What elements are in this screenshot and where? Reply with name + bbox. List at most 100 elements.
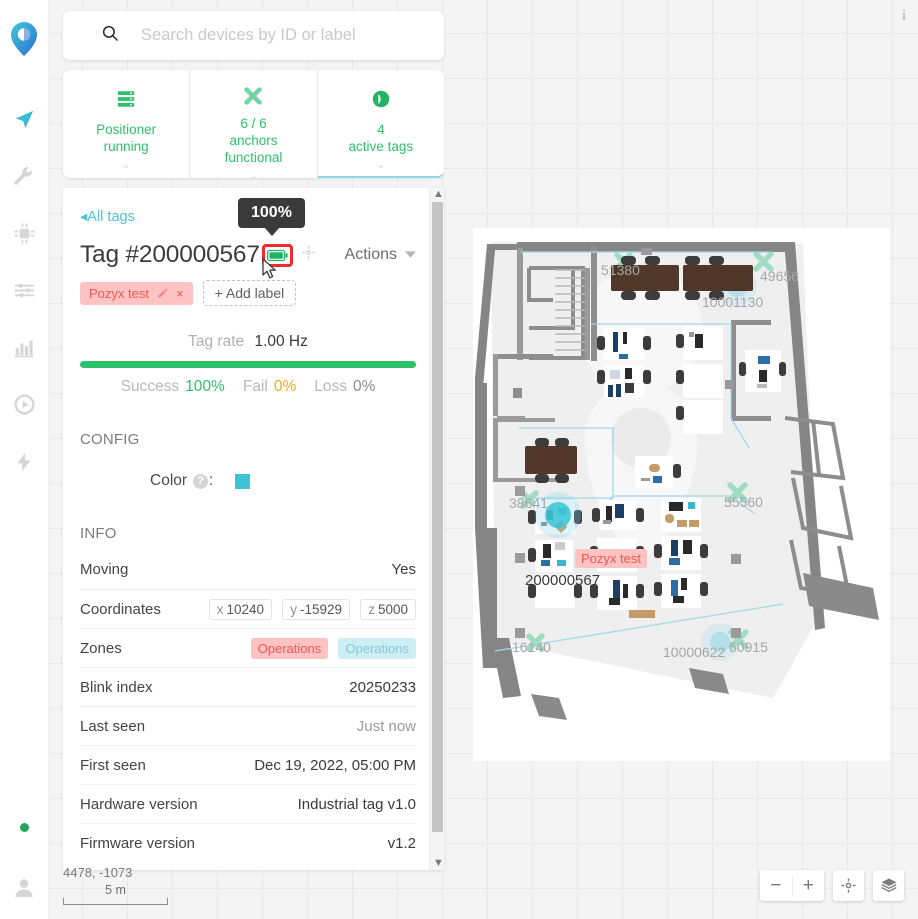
layers-button[interactable] (873, 870, 904, 901)
info-section-heading: INFO (80, 525, 117, 542)
battery-tooltip: 100% (238, 198, 305, 236)
sidebar-item-setup[interactable] (0, 148, 49, 205)
axis-value: 10240 (226, 601, 265, 617)
map-selected-tag-chip[interactable]: Pozyx test (575, 549, 647, 568)
tag-dot-icon (370, 85, 392, 113)
coordinate-z[interactable]: z 5000 (360, 598, 416, 620)
info-value: v1.2 (387, 834, 416, 852)
back-link-label: All tags (87, 209, 135, 225)
chevron-down-icon[interactable]: ⌄ (376, 159, 386, 171)
crosshair-icon (841, 878, 856, 893)
tag-label-text: Pozyx test (89, 285, 149, 301)
zone-badge-primary[interactable]: Operations (250, 637, 329, 659)
axis-label: z (368, 601, 375, 617)
add-label-button[interactable]: + Add label (202, 280, 297, 306)
sidebar-item-devices[interactable] (0, 205, 49, 262)
status-card-anchors[interactable]: 6 / 6 anchors functional ⌄ (190, 70, 318, 182)
map-floorplan[interactable] (473, 228, 890, 761)
tag-label-chip[interactable]: Pozyx test × (80, 281, 193, 305)
info-icon[interactable]: i (901, 8, 906, 24)
coordinates-group: x 10240 y -15929 z 5000 (203, 598, 416, 620)
search-bar[interactable] (63, 11, 444, 60)
user-icon (15, 879, 33, 897)
sidebar-item-analytics[interactable] (0, 319, 49, 376)
sidebar-item-automation[interactable] (0, 433, 49, 490)
stat-value: 0% (352, 378, 376, 395)
map-device-label: 38641 (509, 495, 548, 511)
sidebar-item-live-view[interactable] (0, 91, 49, 148)
map-device-label: 16140 (512, 639, 551, 655)
info-key: Moving (80, 561, 129, 578)
map-controls: − + (760, 870, 904, 901)
logo-pin-icon (11, 22, 37, 56)
table-row: Hardware version Industrial tag v1.0 (80, 784, 416, 823)
recenter-button[interactable] (833, 870, 864, 901)
info-key: Coordinates (80, 600, 161, 618)
battery-icon[interactable] (261, 243, 293, 267)
table-row: Blink index 20250233 (80, 667, 416, 706)
info-key: Zones (80, 639, 122, 657)
status-card-line2: running (103, 139, 149, 154)
cursor-coordinates: 4478, -1073 (63, 865, 133, 880)
actions-menu-button[interactable]: Actions (345, 246, 416, 264)
status-card-positioner[interactable]: Positioner running ⌄ (63, 70, 191, 178)
status-card-active-tags[interactable]: 4 active tags ⌄ (317, 70, 444, 178)
axis-value: 5000 (377, 601, 408, 617)
info-value: 20250233 (349, 678, 416, 696)
table-row: Last seen Just now (80, 706, 416, 745)
stat-value: 0% (273, 378, 297, 395)
account-button[interactable] (12, 876, 36, 919)
status-card-line2: anchors (229, 133, 278, 148)
locate-tag-icon[interactable] (301, 245, 316, 265)
sidebar-item-settings[interactable] (0, 262, 49, 319)
navigate-icon (15, 110, 33, 129)
left-rail (0, 0, 49, 919)
map-device-label: 10001130 (702, 294, 764, 310)
tag-rate-progress-bar (80, 361, 416, 368)
color-colon: : (209, 472, 214, 489)
sliders-icon (14, 283, 34, 298)
map-selected-tag-id: 200000567 (525, 572, 601, 589)
zone-badge-secondary[interactable]: Operations (338, 637, 416, 659)
coordinate-x[interactable]: x 10240 (208, 598, 273, 620)
connection-status-dot (19, 823, 29, 832)
scroll-up-arrow[interactable]: ▲ (433, 188, 444, 200)
status-card-line3: functional (224, 150, 283, 165)
bar-chart-icon (14, 340, 34, 357)
scale-distance-label: 5 m (105, 883, 126, 897)
table-row: First seen Dec 19, 2022, 05:00 PM (80, 745, 416, 784)
table-row: Firmware version v1.2 (80, 823, 416, 862)
chip-icon (13, 223, 35, 244)
tag-rate-value: 1.00 Hz (254, 333, 308, 350)
coordinate-y[interactable]: y -15929 (282, 598, 351, 620)
chevron-down-icon[interactable]: ⌄ (248, 170, 259, 182)
map-device-label: 51380 (601, 262, 640, 278)
status-card-row: Positioner running ⌄ 6 / 6 anchors funct… (63, 70, 444, 182)
help-icon[interactable]: ? (193, 473, 209, 489)
back-to-all-tags-link[interactable]: ◂All tags (80, 209, 135, 225)
axis-label: x (216, 601, 224, 617)
scroll-down-arrow[interactable]: ▼ (433, 857, 444, 869)
remove-label-icon[interactable]: × (175, 285, 184, 301)
panel-scrollbar[interactable]: ▲ ▼ (429, 188, 444, 870)
chevron-down-icon[interactable]: ⌄ (121, 159, 131, 171)
zoom-controls[interactable]: − + (760, 870, 824, 901)
search-input[interactable] (141, 26, 428, 45)
zoom-in-button[interactable]: + (802, 874, 814, 896)
scrollbar-thumb[interactable] (432, 202, 443, 832)
scale-rule (63, 898, 168, 905)
brand-logo[interactable] (11, 22, 37, 61)
tag-rate-row: Tag rate 1.00 Hz (80, 333, 416, 351)
map-scalebar: 4478, -1073 5 m (63, 865, 168, 905)
lightning-icon (17, 452, 31, 471)
zoom-out-button[interactable]: − (760, 874, 793, 897)
tag-title-row: Tag #200000567 Action (80, 241, 416, 269)
info-key: Hardware version (80, 795, 198, 813)
axis-value: -15929 (299, 601, 343, 617)
status-card-line1: Positioner (96, 122, 157, 137)
back-caret-icon: ◂ (80, 209, 88, 225)
edit-pencil-icon[interactable] (157, 288, 168, 299)
info-value: Just now (356, 717, 416, 735)
sidebar-item-playback[interactable] (0, 376, 49, 433)
color-swatch[interactable] (235, 473, 251, 489)
